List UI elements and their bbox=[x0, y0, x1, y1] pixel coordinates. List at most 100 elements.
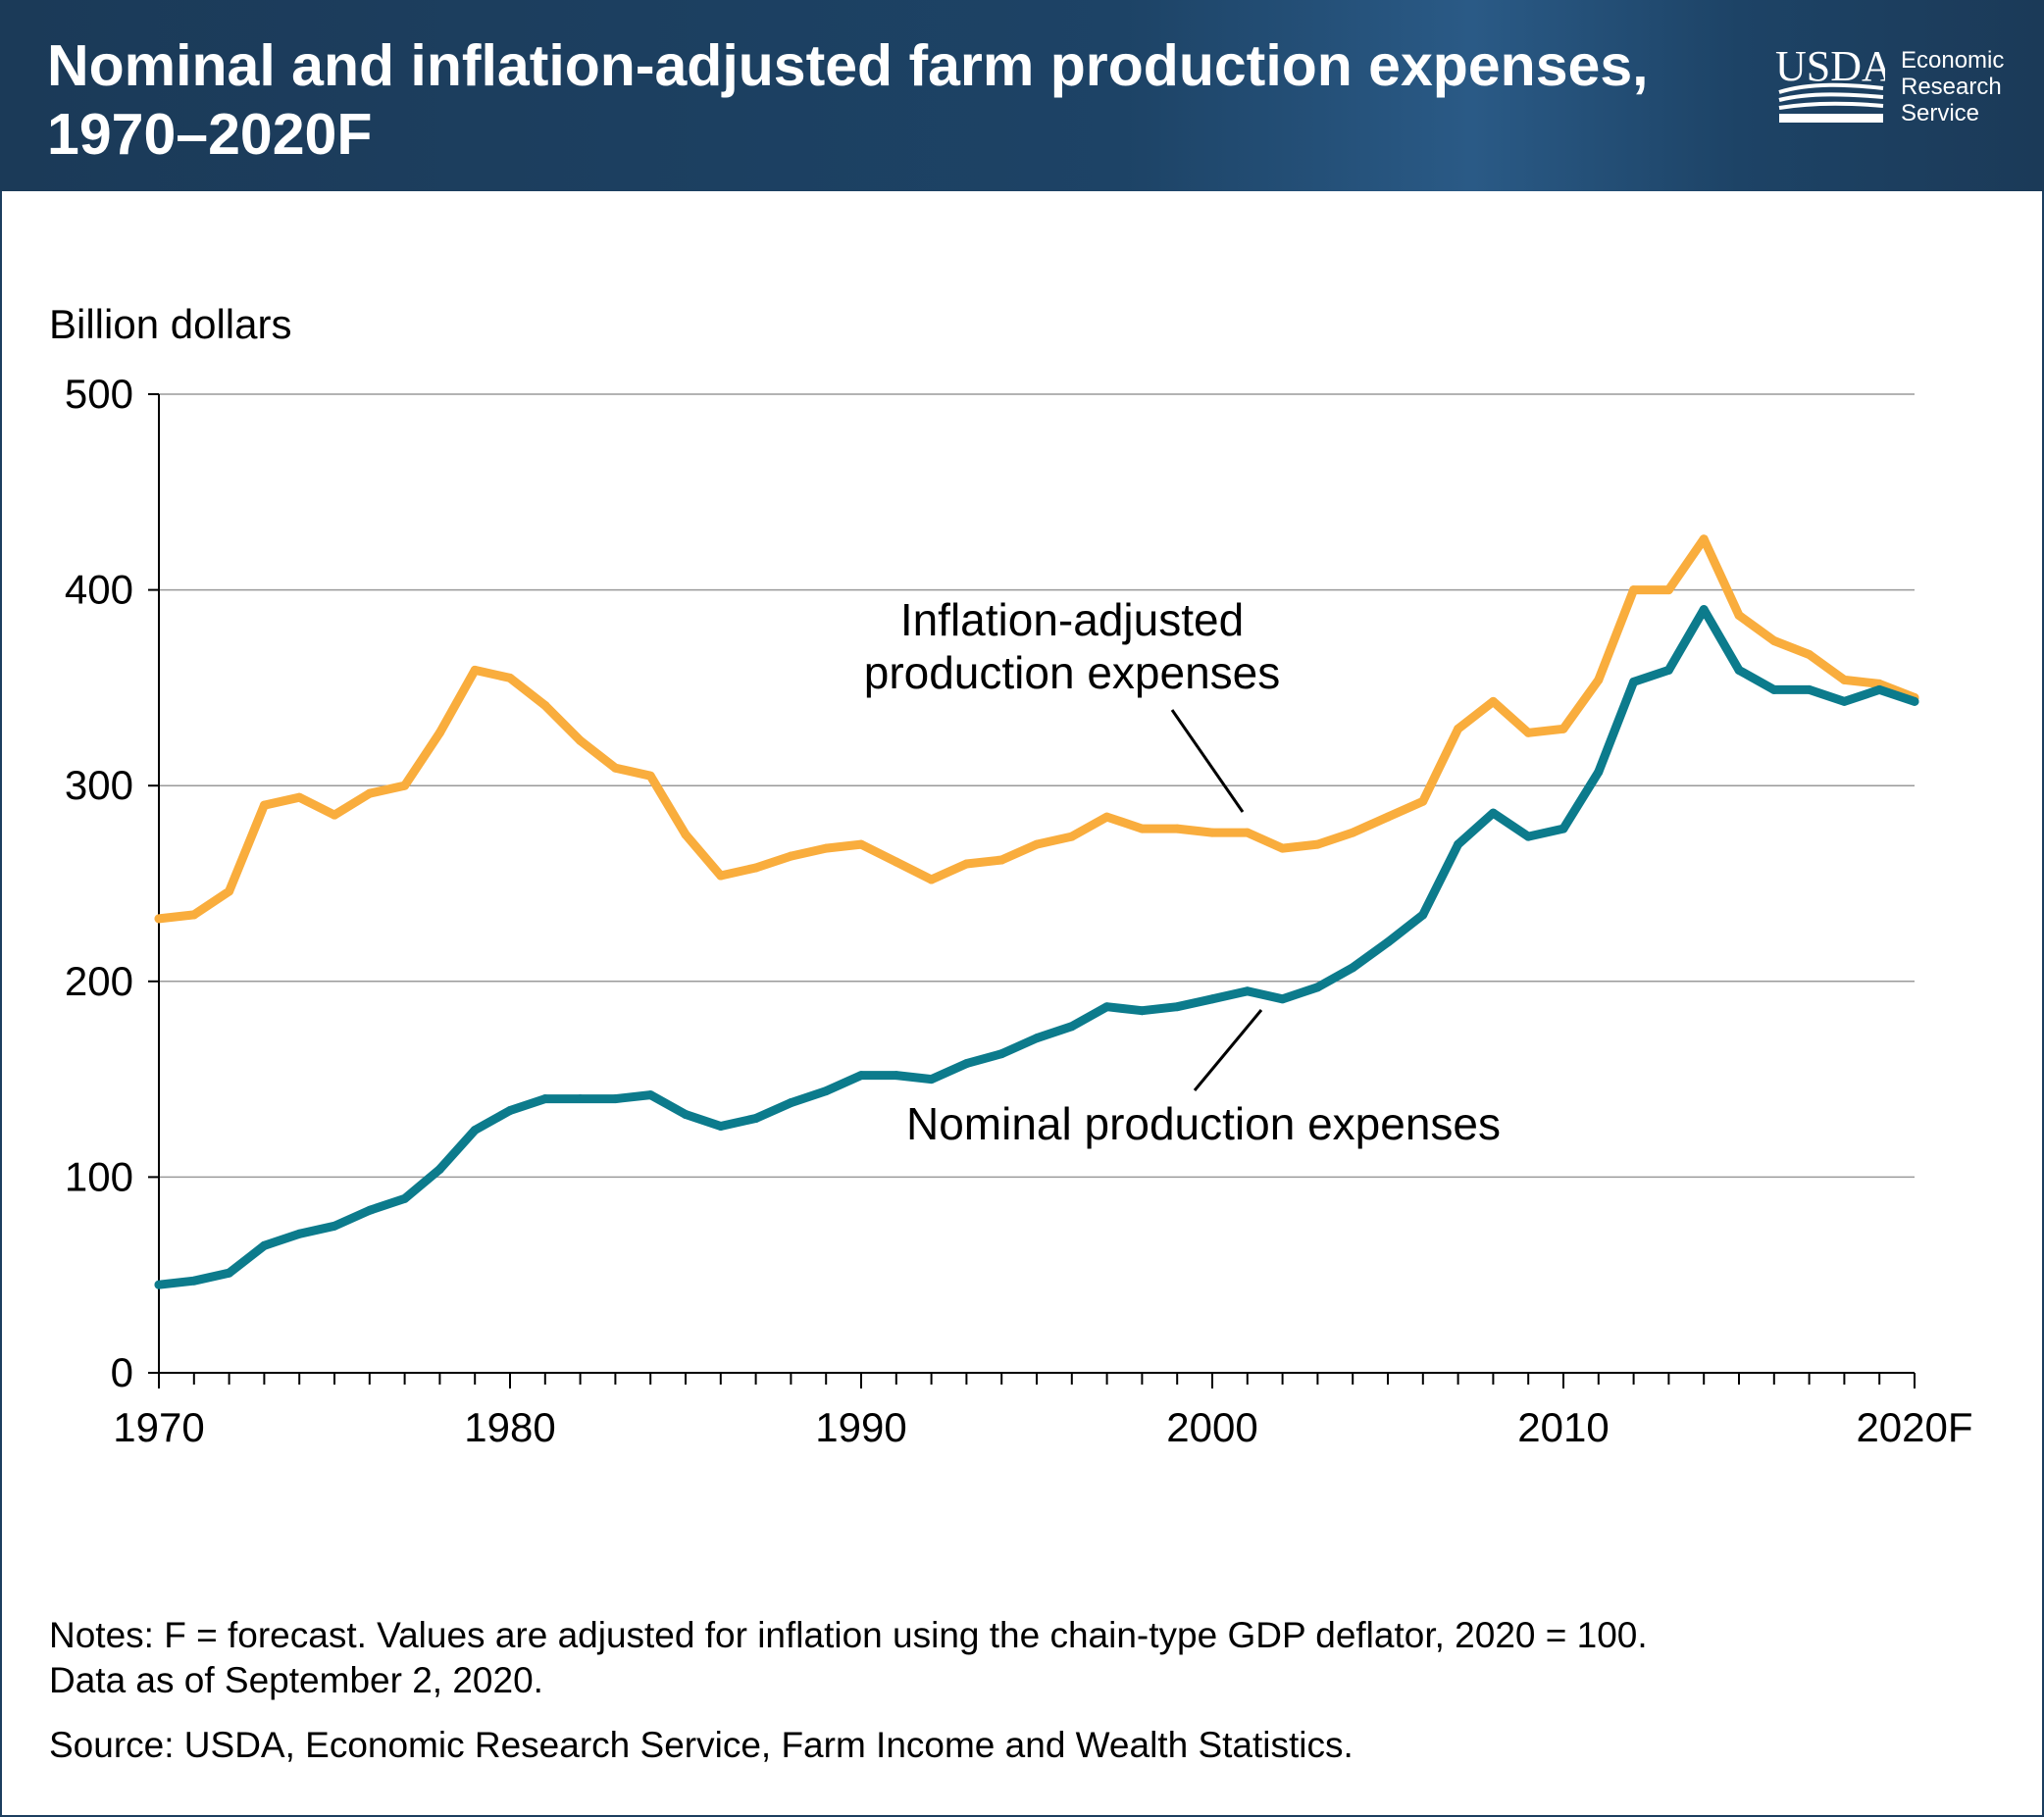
data-point-1-2013 bbox=[1663, 665, 1673, 675]
data-point-1-2011 bbox=[1594, 767, 1604, 777]
data-point-1-2017 bbox=[1805, 684, 1814, 694]
data-point-1-2001 bbox=[1243, 986, 1252, 996]
data-point-1-1982 bbox=[576, 1094, 586, 1104]
data-point-1-2014 bbox=[1699, 605, 1709, 615]
data-point-0-1993 bbox=[961, 859, 971, 869]
data-point-1-1981 bbox=[540, 1094, 550, 1104]
usda-logo-wordmark: USDA bbox=[1775, 42, 1885, 90]
data-point-0-1986 bbox=[716, 871, 726, 881]
data-point-1-1985 bbox=[681, 1110, 690, 1120]
data-point-0-1989 bbox=[821, 843, 831, 853]
data-point-0-2012 bbox=[1629, 585, 1639, 595]
data-point-1-1973 bbox=[259, 1240, 269, 1250]
data-point-0-2004 bbox=[1348, 828, 1357, 837]
data-point-0-1999 bbox=[1172, 824, 1182, 833]
y-tick-label-500: 500 bbox=[65, 371, 133, 417]
x-tick-label-2010: 2010 bbox=[1517, 1404, 1609, 1450]
gridlines bbox=[159, 393, 1915, 1179]
data-point-1-1991 bbox=[892, 1071, 901, 1081]
data-point-0-2007 bbox=[1454, 724, 1463, 733]
data-point-1-2012 bbox=[1629, 677, 1639, 686]
data-point-1-1987 bbox=[751, 1114, 761, 1124]
ers-logo-text: Economic Research Service bbox=[1901, 47, 2004, 126]
data-point-1-1978 bbox=[434, 1164, 444, 1174]
data-point-1-1983 bbox=[610, 1094, 620, 1104]
data-point-0-2014 bbox=[1699, 534, 1709, 544]
data-point-1-2002 bbox=[1278, 994, 1288, 1004]
data-point-0-1996 bbox=[1067, 832, 1077, 841]
data-point-0-1998 bbox=[1137, 824, 1147, 833]
data-point-0-1987 bbox=[751, 863, 761, 873]
logo-line-service: Service bbox=[1901, 100, 1980, 126]
data-point-1-1972 bbox=[225, 1268, 234, 1278]
data-point-0-1978 bbox=[434, 728, 444, 737]
notes-line-2: Data as of September 2, 2020. bbox=[49, 1660, 543, 1700]
data-point-0-1980 bbox=[505, 673, 515, 682]
data-point-1-2008 bbox=[1488, 808, 1498, 818]
data-point-0-1994 bbox=[996, 855, 1006, 865]
x-tick-label-2020F: 2020F bbox=[1856, 1404, 1972, 1450]
data-point-0-1988 bbox=[786, 851, 795, 861]
data-point-0-1985 bbox=[681, 830, 690, 839]
data-point-0-1981 bbox=[540, 700, 550, 710]
data-point-1-1975 bbox=[330, 1221, 339, 1231]
data-point-1-2007 bbox=[1454, 839, 1463, 849]
data-point-1-2005 bbox=[1383, 937, 1393, 947]
data-point-1-2019 bbox=[1874, 684, 1884, 694]
data-point-1-2018 bbox=[1839, 696, 1849, 706]
x-tick-label-2000: 2000 bbox=[1166, 1404, 1257, 1450]
series-points-1 bbox=[154, 605, 1919, 1289]
chart-notes: Notes: F = forecast. Values are adjusted… bbox=[49, 1613, 1648, 1768]
data-point-1-1997 bbox=[1102, 1002, 1112, 1012]
data-point-1-2015 bbox=[1734, 665, 1744, 675]
notes-line-1: Notes: F = forecast. Values are adjusted… bbox=[49, 1615, 1648, 1655]
x-tick-label-1990: 1990 bbox=[815, 1404, 906, 1450]
annotation-inflation-line-2: production expenses bbox=[864, 647, 1281, 698]
series-line-1 bbox=[154, 605, 1919, 1289]
y-axis-label: Billion dollars bbox=[49, 301, 291, 347]
logo-line-research: Research bbox=[1901, 74, 2002, 100]
data-point-1-2009 bbox=[1523, 832, 1533, 841]
data-point-1-1970 bbox=[154, 1280, 164, 1289]
data-point-1-1998 bbox=[1137, 1006, 1147, 1016]
data-point-1-1979 bbox=[470, 1125, 480, 1135]
chart-title: Nominal and inflation-adjusted farm prod… bbox=[47, 33, 1649, 167]
data-point-1-1976 bbox=[365, 1205, 375, 1215]
data-point-1-2004 bbox=[1348, 963, 1357, 973]
data-point-0-2002 bbox=[1278, 843, 1288, 853]
data-point-0-2009 bbox=[1523, 728, 1533, 737]
data-point-1-2020 bbox=[1910, 696, 1919, 706]
y-tick-label-400: 400 bbox=[65, 567, 133, 613]
data-point-1-1974 bbox=[294, 1229, 304, 1238]
data-point-0-1995 bbox=[1032, 839, 1042, 849]
data-point-0-1984 bbox=[645, 771, 655, 781]
series-lines bbox=[154, 534, 1919, 1289]
series-points-0 bbox=[154, 534, 1919, 924]
data-point-0-1974 bbox=[294, 792, 304, 802]
data-point-1-1989 bbox=[821, 1086, 831, 1096]
header-banner: Nominal and inflation-adjusted farm prod… bbox=[0, 0, 2044, 191]
data-point-0-1991 bbox=[892, 857, 901, 867]
annotation-inflation-leader bbox=[1170, 709, 1245, 813]
data-point-0-2013 bbox=[1663, 585, 1673, 595]
x-tick-label-1980: 1980 bbox=[464, 1404, 555, 1450]
data-point-0-1979 bbox=[470, 665, 480, 675]
data-point-0-1975 bbox=[330, 810, 339, 820]
data-point-0-2005 bbox=[1383, 812, 1393, 822]
data-point-0-1976 bbox=[365, 788, 375, 798]
annotation-nominal-text: Nominal production expenses bbox=[906, 1098, 1501, 1149]
data-point-0-2003 bbox=[1312, 839, 1322, 849]
y-tick-label-0: 0 bbox=[111, 1349, 133, 1395]
data-point-1-1994 bbox=[996, 1049, 1006, 1059]
data-point-0-1970 bbox=[154, 914, 164, 924]
data-point-1-2016 bbox=[1769, 684, 1779, 694]
data-point-0-1992 bbox=[927, 875, 937, 884]
data-point-1-1984 bbox=[645, 1090, 655, 1100]
data-point-0-2011 bbox=[1594, 675, 1604, 684]
annotation-inflation-line-1: Inflation-adjusted bbox=[900, 594, 1244, 645]
annotation-nominal-leader bbox=[1193, 1009, 1263, 1091]
y-tick-label-100: 100 bbox=[65, 1153, 133, 1199]
data-point-1-1999 bbox=[1172, 1002, 1182, 1012]
data-point-0-2006 bbox=[1418, 796, 1428, 806]
